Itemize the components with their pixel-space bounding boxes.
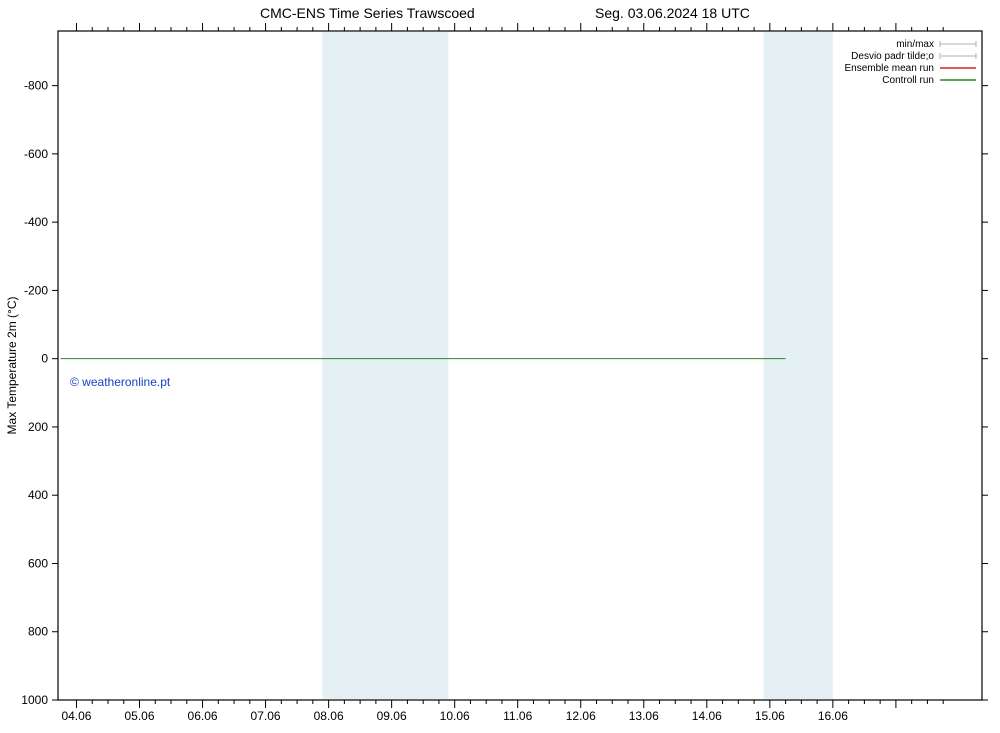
y-axis: -800 -600 -400 -200 0 200 400 600 800 1000 [21, 79, 988, 707]
band [764, 32, 833, 699]
x-tick-label: 11.06 [503, 709, 532, 723]
legend: min/maxDesvio padr tilde;oEnsemble mean … [845, 39, 977, 86]
x-tick-label: 08.06 [314, 709, 344, 723]
legend-label: Desvio padr tilde;o [851, 51, 934, 62]
y-tick-label: 600 [28, 556, 48, 570]
x-tick-label: 14.06 [692, 709, 722, 723]
x-tick-label: 12.06 [566, 709, 596, 723]
x-tick-label: 06.06 [188, 709, 218, 723]
legend-label: Ensemble mean run [845, 63, 935, 74]
x-tick-label: 15.06 [755, 709, 785, 723]
watermark: © weatheronline.pt [70, 375, 171, 389]
y-tick-label: 800 [28, 625, 48, 639]
x-tick-label: 09.06 [377, 709, 407, 723]
legend-label: Controll run [882, 75, 934, 86]
x-tick-label: 16.06 [818, 709, 848, 723]
y-tick-label: 1000 [21, 693, 48, 707]
x-tick-label: 04.06 [61, 709, 91, 723]
chart-title-left: CMC-ENS Time Series Trawscoed [260, 5, 475, 21]
y-tick-label: -200 [24, 283, 48, 297]
x-tick-label: 10.06 [440, 709, 470, 723]
y-tick-label: -400 [24, 215, 48, 229]
band [322, 32, 448, 699]
chart-title-right: Seg. 03.06.2024 18 UTC [595, 5, 750, 21]
y-tick-label: -600 [24, 147, 48, 161]
weekend-bands [322, 32, 833, 699]
x-tick-label: 07.06 [251, 709, 281, 723]
y-tick-label: 0 [41, 352, 48, 366]
x-tick-label: 05.06 [124, 709, 154, 723]
plot-border [58, 31, 982, 700]
y-tick-label: -800 [24, 79, 48, 93]
y-tick-label: 400 [28, 488, 48, 502]
x-tick-label: 13.06 [629, 709, 659, 723]
y-tick-label: 200 [28, 420, 48, 434]
chart-svg: CMC-ENS Time Series Trawscoed Seg. 03.06.… [0, 0, 1000, 733]
legend-label: min/max [896, 39, 934, 50]
y-axis-label: Max Temperature 2m (°C) [5, 297, 19, 435]
